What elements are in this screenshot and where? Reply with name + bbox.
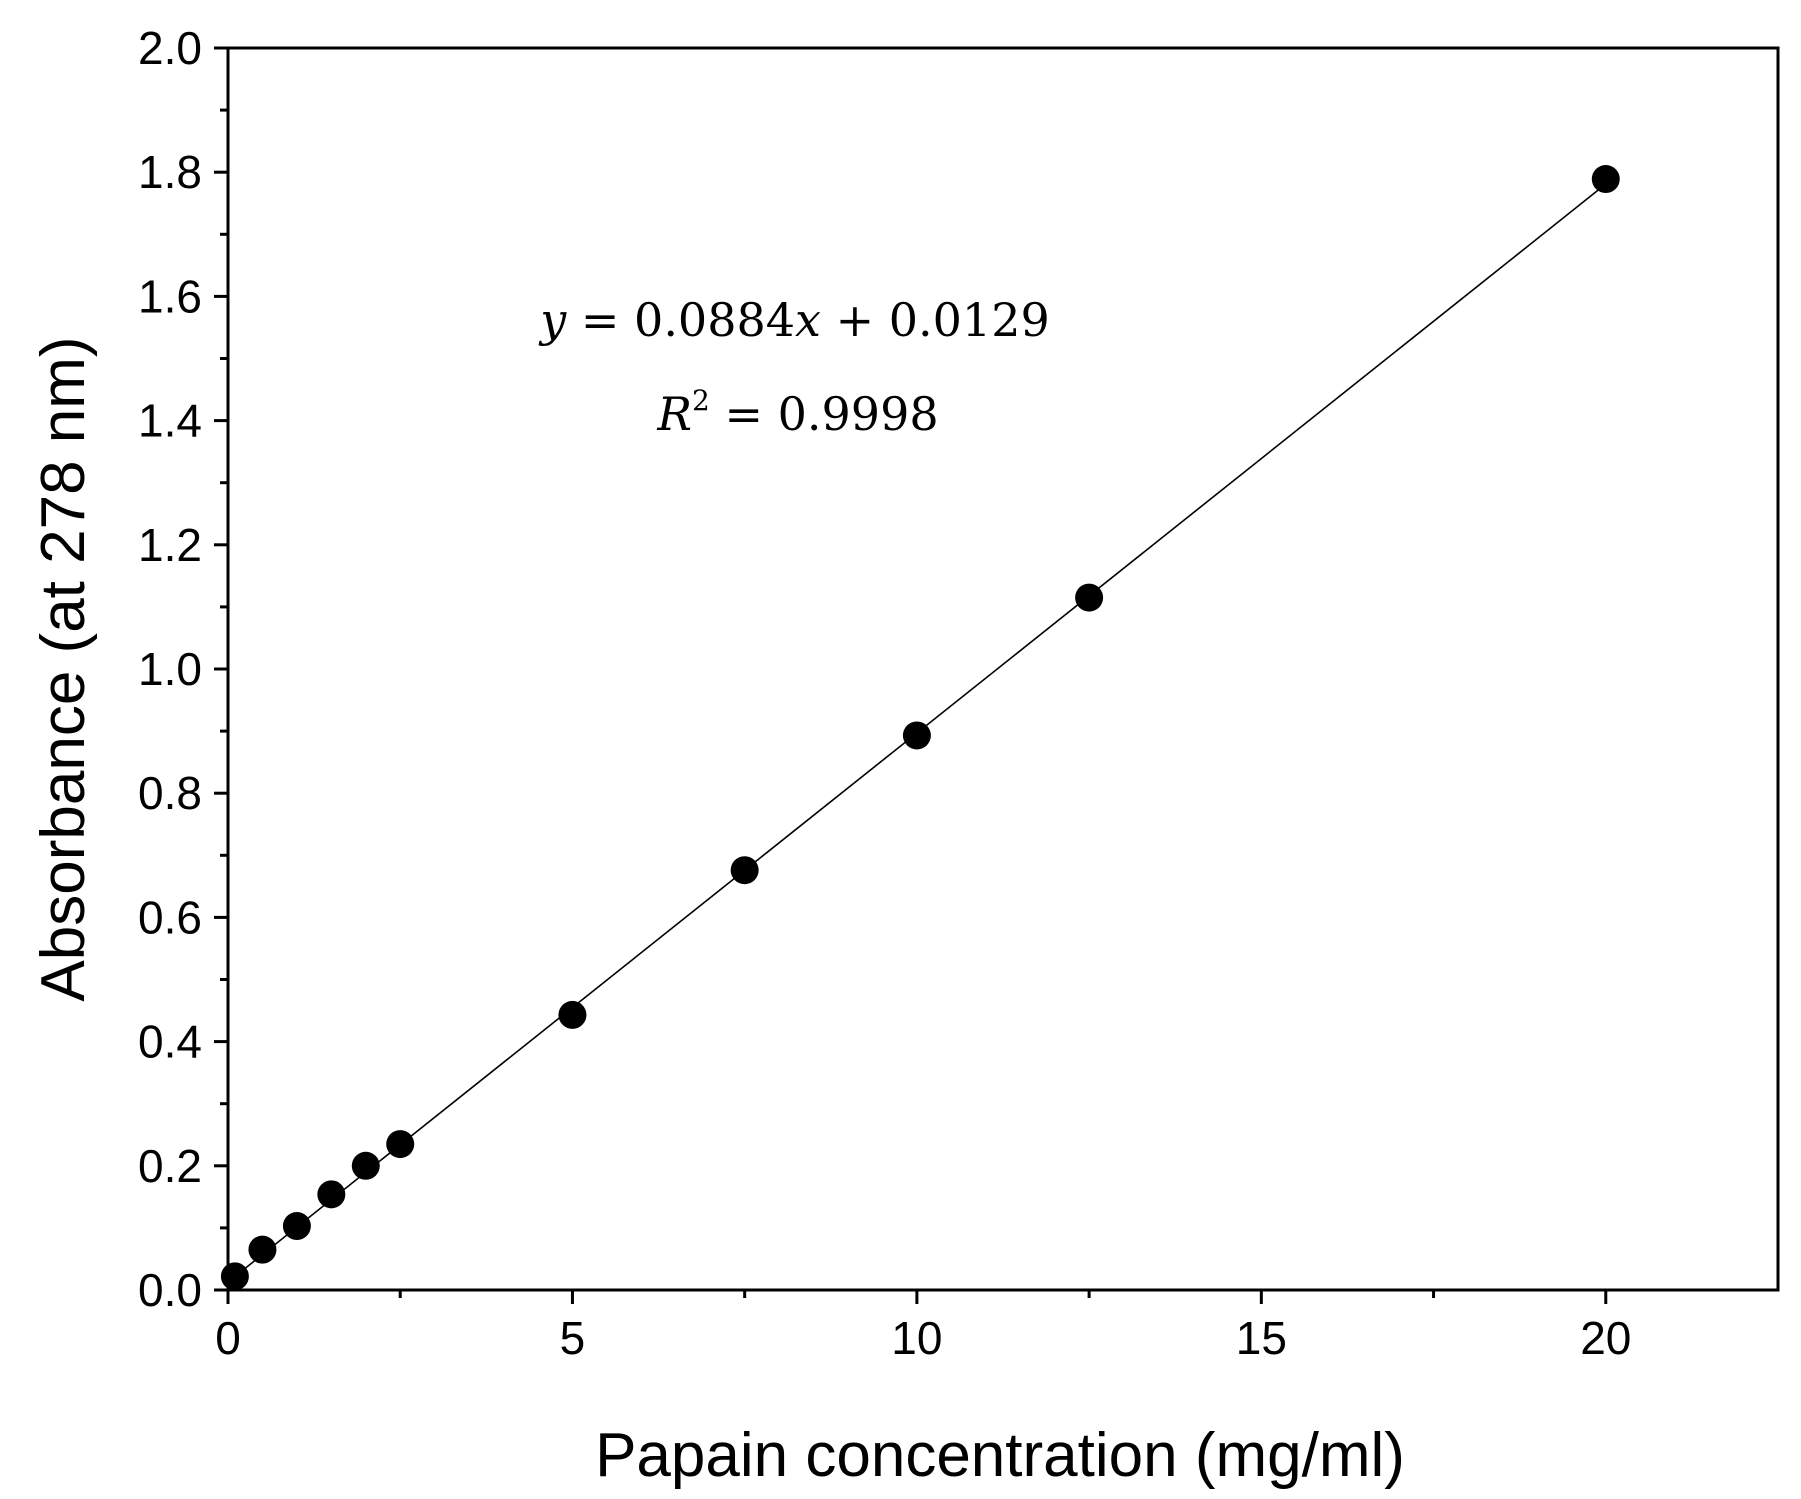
y-tick-label: 0.4 xyxy=(138,1016,202,1068)
data-point xyxy=(1075,583,1104,612)
x-axis-title: Papain concentration (mg/ml) xyxy=(595,1421,1405,1490)
r-squared-label: R2 = 0.9998 xyxy=(656,384,938,441)
x-tick-label: 10 xyxy=(891,1312,942,1364)
data-points xyxy=(220,165,1620,1291)
data-point xyxy=(1591,165,1620,194)
y-axis-title: Absorbance (at 278 nm) xyxy=(29,336,98,1001)
y-tick-label: 1.0 xyxy=(138,643,202,695)
y-tick-label: 1.2 xyxy=(138,519,202,571)
data-point xyxy=(386,1130,415,1159)
x-tick-label: 20 xyxy=(1580,1312,1631,1364)
data-point xyxy=(558,1000,587,1029)
y-tick-label: 1.8 xyxy=(138,146,202,198)
data-point xyxy=(317,1180,346,1209)
data-point xyxy=(902,721,931,750)
fit-equation: y = 0.0884x + 0.0129 xyxy=(538,293,1049,347)
y-tick-label: 2.0 xyxy=(138,22,202,74)
y-tick-label: 0.8 xyxy=(138,767,202,819)
y-tick-label: 1.6 xyxy=(138,270,202,322)
data-point xyxy=(730,856,759,885)
y-axis-ticks: 0.0 0.2 0.4 0.6 0.8 1.0 1.2 1.4 1.6 1.8 2.0 xyxy=(138,22,228,1316)
x-tick-label: 5 xyxy=(560,1312,586,1364)
y-tick-label: 1.4 xyxy=(138,395,202,447)
x-tick-label: 0 xyxy=(215,1312,241,1364)
data-point xyxy=(282,1212,311,1241)
y-tick-label: 0.6 xyxy=(138,891,202,943)
x-tick-label: 15 xyxy=(1236,1312,1287,1364)
data-point xyxy=(351,1151,380,1180)
y-tick-label: 0.2 xyxy=(138,1140,202,1192)
x-axis-ticks: 0 5 10 15 20 xyxy=(215,1290,1631,1364)
data-point xyxy=(220,1262,249,1291)
y-tick-label: 0.0 xyxy=(138,1264,202,1316)
data-point xyxy=(248,1235,277,1264)
plot-frame xyxy=(226,46,1780,1292)
